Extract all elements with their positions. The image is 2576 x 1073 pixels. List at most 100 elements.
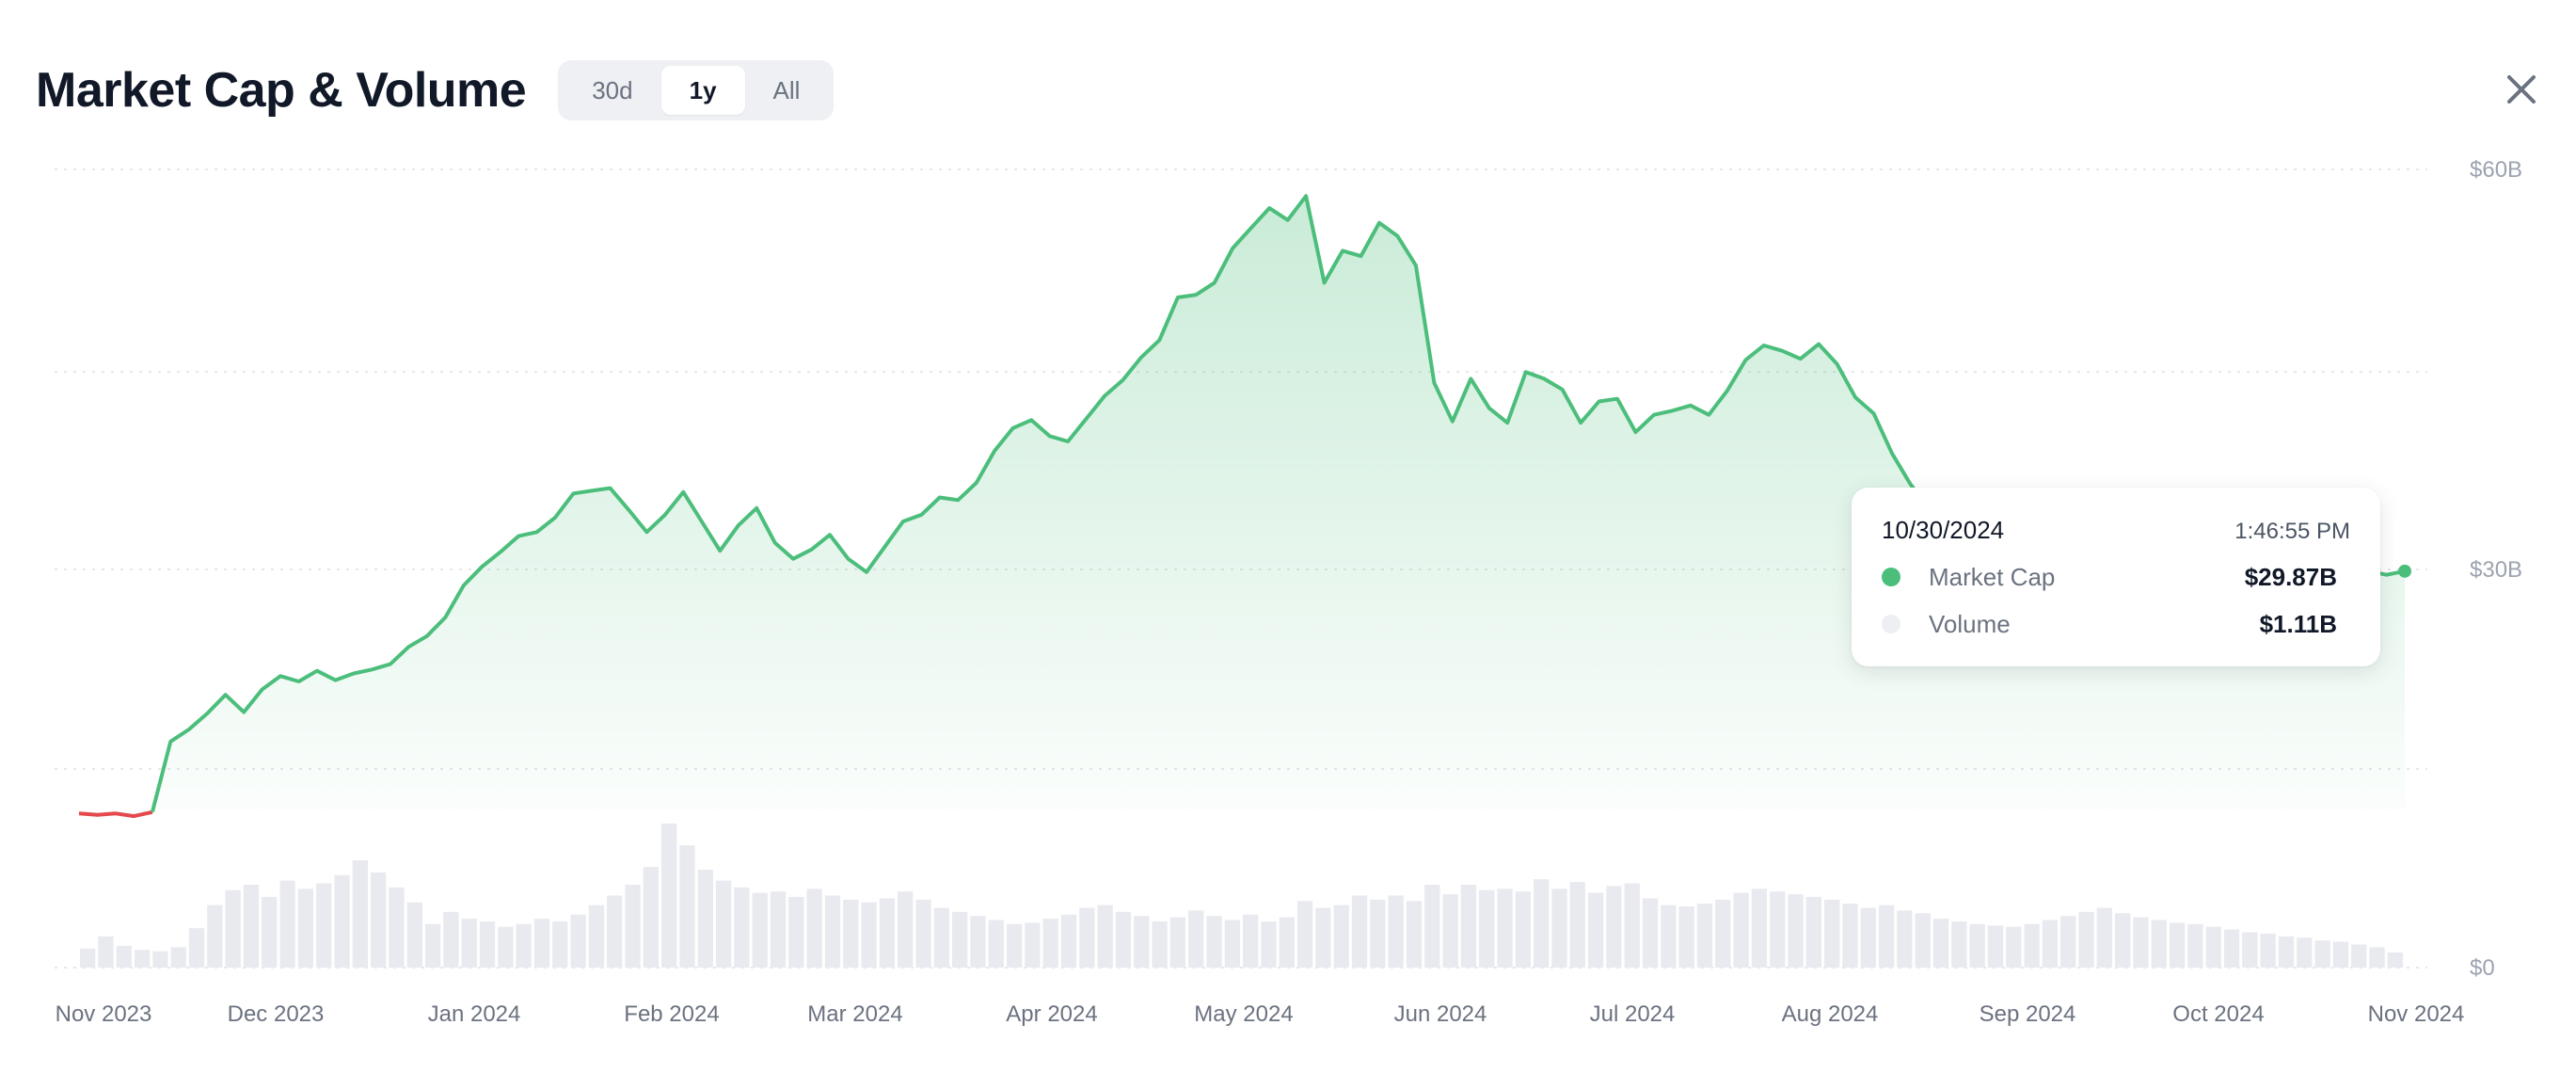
volume-bar	[1042, 919, 1058, 968]
volume-bars	[80, 824, 2403, 968]
volume-bar	[1006, 923, 1023, 968]
range-selector: 30d 1y All	[558, 60, 835, 120]
volume-bar	[98, 936, 114, 968]
volume-bar	[2369, 947, 2385, 968]
volume-bar	[152, 951, 168, 968]
volume-bar	[1715, 899, 1731, 968]
volume-bar	[2205, 926, 2221, 968]
volume-bar	[915, 899, 931, 968]
volume-bar	[1261, 921, 1277, 968]
volume-bar	[1424, 884, 1440, 968]
volume-bar	[552, 921, 568, 968]
volume-bar	[1079, 907, 1095, 968]
volume-bar	[734, 887, 750, 968]
volume-bar	[443, 911, 459, 968]
volume-bar	[1661, 905, 1677, 968]
volume-bar	[806, 889, 822, 968]
volume-bar	[1515, 891, 1531, 968]
volume-bar	[1733, 892, 1749, 968]
volume-bar	[1460, 884, 1477, 968]
volume-bar	[334, 874, 350, 968]
volume-bar	[607, 895, 623, 968]
volume-bar	[2387, 952, 2403, 968]
volume-bar	[170, 947, 186, 968]
volume-bar	[861, 902, 877, 968]
range-30d-button[interactable]: 30d	[592, 76, 633, 104]
volume-bar	[988, 920, 1004, 968]
volume-bar	[1969, 923, 1985, 968]
volume-bar	[1569, 882, 1585, 968]
volume-bar	[479, 921, 496, 968]
volume-bar	[225, 889, 241, 968]
x-tick-label: Aug 2024	[1782, 1001, 1879, 1027]
volume-bar	[2332, 941, 2349, 968]
volume-bar	[1115, 911, 1132, 968]
volume-bar	[952, 911, 968, 968]
volume-bar	[279, 880, 295, 968]
tooltip-market-cap-value: $29.87B	[2244, 562, 2337, 591]
volume-bar	[697, 870, 713, 968]
volume-bar	[2024, 923, 2040, 968]
volume-bar	[1479, 889, 1495, 968]
volume-bar	[1551, 889, 1567, 968]
volume-bar	[1932, 919, 1949, 968]
tooltip-time: 1:46:55 PM	[2234, 519, 2350, 544]
volume-bar	[207, 905, 223, 968]
range-1y-button[interactable]: 1y	[660, 66, 745, 115]
volume-bar	[1824, 899, 1840, 968]
y-tick-label: $60B	[2470, 157, 2522, 183]
volume-bar	[1279, 917, 1295, 968]
volume-bar	[2351, 944, 2367, 968]
volume-bar	[1097, 905, 1113, 968]
volume-dot-icon	[1882, 615, 1900, 633]
volume-bar	[352, 859, 368, 968]
volume-bar	[316, 883, 332, 968]
volume-bar	[770, 891, 787, 968]
volume-bar	[424, 923, 441, 968]
volume-bar	[188, 928, 205, 968]
volume-bar	[1842, 904, 1858, 968]
volume-bar	[389, 887, 405, 968]
volume-bar	[116, 945, 132, 968]
volume-bar	[1770, 891, 1786, 968]
volume-bar	[1406, 901, 1423, 968]
volume-bar	[2115, 913, 2131, 968]
volume-bar	[516, 923, 532, 968]
range-all-button[interactable]: All	[772, 76, 801, 104]
volume-bar	[1152, 921, 1168, 968]
volume-bar	[1696, 904, 1713, 968]
x-tick-label: Apr 2024	[1006, 1001, 1097, 1027]
volume-bar	[898, 891, 914, 968]
volume-bar	[570, 914, 586, 968]
volume-bar	[715, 880, 732, 968]
y-tick-label: $0	[2470, 955, 2495, 981]
volume-bar	[2278, 936, 2295, 968]
close-button[interactable]	[2498, 66, 2545, 113]
tooltip-volume-value: $1.11B	[2259, 609, 2337, 638]
chart-header: Market Cap & Volume 30d 1y All	[36, 60, 835, 120]
tooltip-market-cap-row: Market Cap $29.87B	[1882, 562, 2350, 592]
volume-bar	[533, 919, 550, 968]
x-tick-label: Jul 2024	[1590, 1001, 1676, 1027]
volume-bar	[498, 926, 514, 968]
volume-bar	[2314, 940, 2330, 968]
volume-bar	[1351, 895, 1368, 968]
volume-bar	[933, 907, 949, 968]
volume-bar	[80, 948, 96, 968]
volume-bar	[2187, 923, 2203, 968]
x-tick-label: Nov 2024	[2368, 1001, 2465, 1027]
volume-bar	[1315, 907, 1331, 968]
volume-bar	[1370, 899, 1386, 968]
volume-bar	[1805, 896, 1821, 968]
close-icon	[2507, 75, 2536, 104]
y-tick-label: $30B	[2470, 557, 2522, 583]
volume-bar	[1678, 906, 1694, 968]
tooltip-date: 10/30/2024	[1882, 516, 2005, 544]
volume-bar	[2223, 929, 2240, 968]
volume-bar	[1788, 894, 1804, 968]
volume-bar	[1987, 925, 2004, 968]
tooltip-volume-label: Volume	[1929, 609, 2011, 638]
volume-bar	[588, 905, 605, 968]
volume-bar	[2242, 932, 2258, 968]
volume-bar	[879, 898, 896, 968]
